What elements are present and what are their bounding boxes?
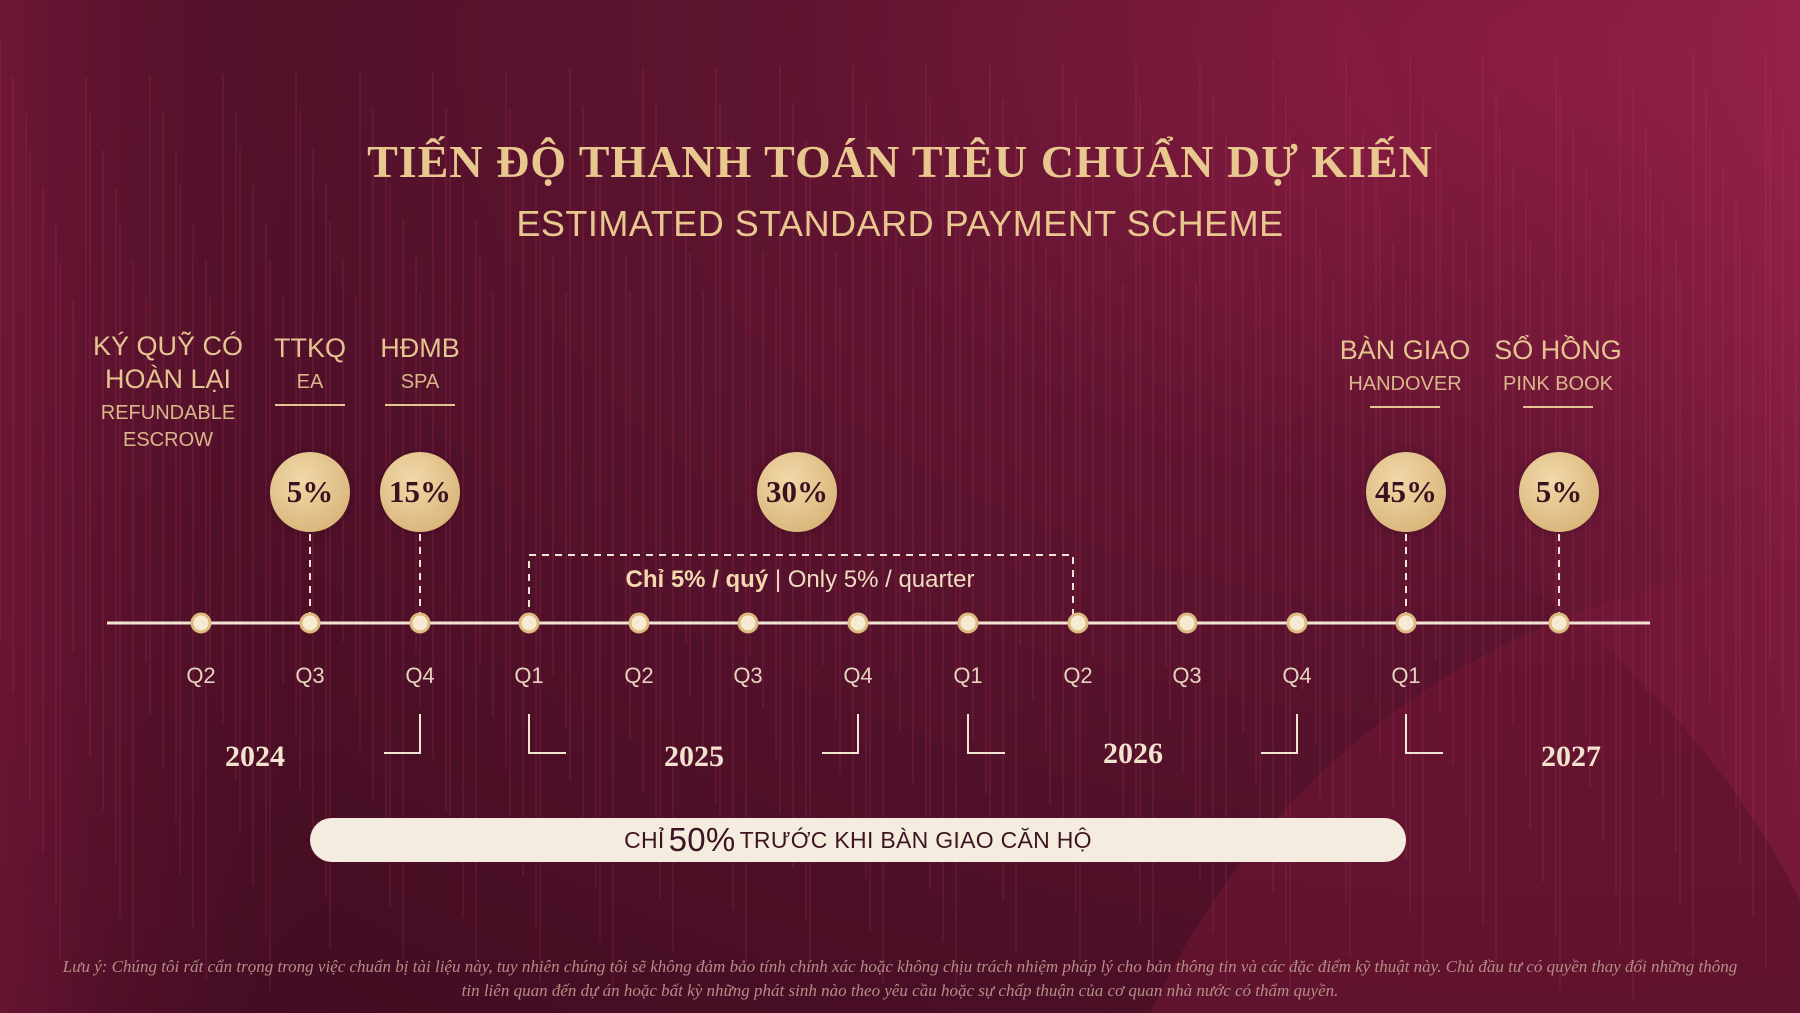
milestone-pinkbook: SỔ HỒNG PINK BOOK xyxy=(1478,334,1638,408)
timeline-dot xyxy=(1548,612,1570,634)
milestone-pinkbook-vi: SỔ HỒNG xyxy=(1494,335,1622,365)
milestone-handover-vi: BÀN GIAO xyxy=(1339,335,1471,365)
milestone-spa-rule xyxy=(385,404,455,406)
quarter-label: Q1 xyxy=(1391,663,1421,688)
quarter-label: Q3 xyxy=(733,663,763,688)
year-label: 2026 xyxy=(1103,737,1163,770)
milestone-spa: HĐMB SPA xyxy=(360,332,480,406)
badge-handover-percent: 45% xyxy=(1366,452,1446,532)
timeline-dot xyxy=(190,612,212,634)
milestone-handover: BÀN GIAO HANDOVER xyxy=(1320,334,1490,408)
milestone-pinkbook-en: PINK BOOK xyxy=(1502,373,1614,395)
timeline-dot xyxy=(1395,612,1417,634)
year-label: 2024 xyxy=(225,740,285,773)
quarter-label: Q3 xyxy=(295,663,325,688)
badge-spa-percent: 15% xyxy=(380,452,460,532)
timeline-dot xyxy=(409,612,431,634)
year-bracket-2026-end xyxy=(1261,714,1298,754)
quarter-label: Q4 xyxy=(405,663,435,688)
installment-note-vi: Chỉ 5% / quý xyxy=(625,566,769,593)
milestone-handover-rule xyxy=(1370,406,1440,408)
milestone-spa-vi: HĐMB xyxy=(380,333,460,363)
quarter-label: Q1 xyxy=(953,663,983,688)
page-subtitle: ESTIMATED STANDARD PAYMENT SCHEME xyxy=(516,203,1284,244)
timeline-dot xyxy=(1176,612,1198,634)
quarter-label: Q4 xyxy=(843,663,873,688)
page-title: TIẾN ĐỘ THANH TOÁN TIÊU CHUẨN DỰ KIẾN xyxy=(367,136,1433,187)
summary-pill: CHỈ 50% TRƯỚC KHI BÀN GIAO CĂN HỘ xyxy=(310,818,1406,862)
badge-pinkbook-percent: 5% xyxy=(1519,452,1599,532)
year-bracket-2027-start xyxy=(1405,714,1443,754)
year-bracket-2026-start xyxy=(967,714,1005,754)
installment-note-en: Only 5% / quarter xyxy=(787,566,975,593)
badge-ea-percent: 5% xyxy=(270,452,350,532)
year-bracket-2025-end xyxy=(822,714,859,754)
timeline-dot xyxy=(628,612,650,634)
milestone-ea-rule xyxy=(275,404,345,406)
milestone-ea-en: EA xyxy=(296,371,324,393)
timeline-dot xyxy=(1067,612,1089,634)
milestone-ea: TTKQ EA xyxy=(250,332,370,406)
year-label: 2027 xyxy=(1541,740,1601,773)
milestone-ea-vi: TTKQ xyxy=(274,333,346,363)
milestone-escrow: KÝ QUỸ CÓ HOÀN LẠI REFUNDABLE ESCROW xyxy=(78,330,258,454)
summary-value: 50% xyxy=(668,821,736,858)
installment-note-separator: | xyxy=(774,566,788,593)
timeline-dot xyxy=(518,612,540,634)
year-bracket-2024-end xyxy=(384,714,421,754)
milestone-pinkbook-rule xyxy=(1523,406,1593,408)
quarter-label: Q1 xyxy=(514,663,544,688)
summary-prefix: CHỈ xyxy=(624,826,665,853)
quarter-label: Q2 xyxy=(186,663,216,688)
quarter-label: Q2 xyxy=(1063,663,1093,688)
milestone-escrow-en: REFUNDABLE ESCROW xyxy=(100,402,236,451)
milestone-escrow-vi: KÝ QUỸ CÓ HOÀN LẠI xyxy=(92,331,244,394)
timeline-dot xyxy=(957,612,979,634)
summary-suffix: TRƯỚC KHI BÀN GIAO CĂN HỘ xyxy=(739,826,1092,853)
quarter-label: Q4 xyxy=(1282,663,1312,688)
installment-bracket xyxy=(528,554,1074,620)
disclaimer-footnote: Lưu ý: Chúng tôi rất cẩn trọng trong việ… xyxy=(62,957,1738,1000)
quarter-label: Q3 xyxy=(1172,663,1202,688)
timeline-dot xyxy=(299,612,321,634)
year-label: 2025 xyxy=(664,740,724,773)
badge-installment-percent: 30% xyxy=(757,452,837,532)
timeline-dot xyxy=(847,612,869,634)
quarter-label: Q2 xyxy=(624,663,654,688)
milestone-spa-en: SPA xyxy=(400,371,440,393)
timeline-dot xyxy=(1286,612,1308,634)
milestone-handover-en: HANDOVER xyxy=(1348,373,1462,395)
year-bracket-2025-start xyxy=(528,714,566,754)
timeline-dot xyxy=(737,612,759,634)
installment-note: Chỉ 5% / quý | Only 5% / quarter xyxy=(600,566,1000,594)
